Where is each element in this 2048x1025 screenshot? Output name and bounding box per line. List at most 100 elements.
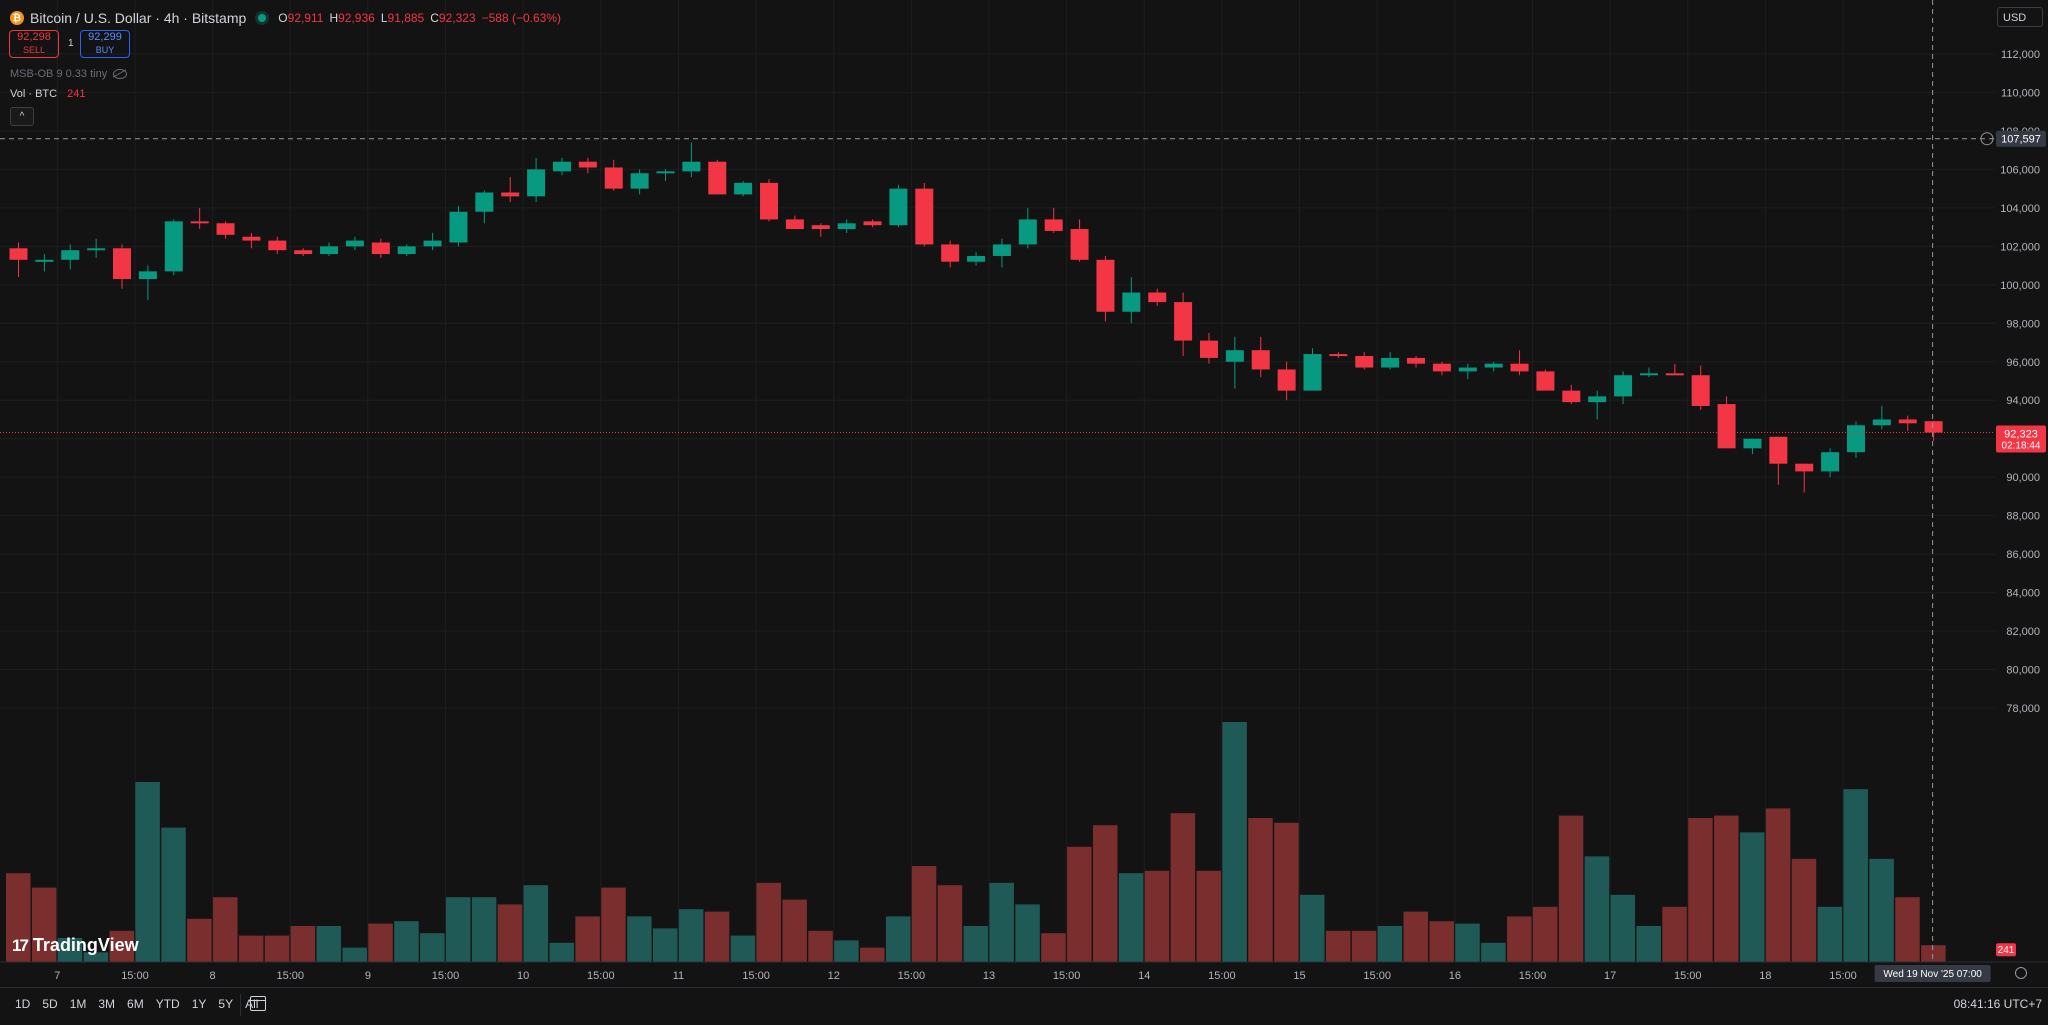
settings-icon[interactable] xyxy=(2015,967,2027,979)
candle xyxy=(1148,292,1167,303)
date-range-buttons: 1D 5D 1M 3M 6M YTD 1Y 5Y All xyxy=(15,997,258,1011)
volume-bar xyxy=(1532,906,1558,962)
time-tick-label: 10 xyxy=(517,970,529,982)
range-button-5y[interactable]: 5Y xyxy=(218,997,234,1011)
eye-off-icon[interactable] xyxy=(113,69,128,79)
volume-bar xyxy=(342,947,367,962)
candle xyxy=(1303,354,1322,391)
candle xyxy=(1484,363,1503,368)
crosshair-time-label: Wed 19 Nov '25 07:00 xyxy=(1883,969,1982,980)
candle xyxy=(604,167,623,189)
symbol-title[interactable]: Bitcoin / U.S. Dollar · 4h · Bitstamp xyxy=(30,10,247,26)
time-tick-label: 15:00 xyxy=(121,970,149,982)
volume-bar xyxy=(1765,808,1791,962)
candle xyxy=(1562,390,1581,403)
volume-bar xyxy=(1351,930,1377,962)
sell-button[interactable]: 92,298 SELL xyxy=(9,30,59,58)
candle xyxy=(630,173,649,189)
volume-bar xyxy=(1222,722,1247,962)
price-tick-label: 100,000 xyxy=(2000,280,2040,292)
countdown-label: 02:18:44 xyxy=(2002,440,2041,451)
volume-bar xyxy=(1584,856,1610,962)
candle xyxy=(941,244,960,262)
tradingview-logo: 17 TradingView xyxy=(12,935,139,955)
time-tick-label: 15:00 xyxy=(742,970,770,982)
range-button-5d[interactable]: 5D xyxy=(42,997,58,1011)
volume-bar xyxy=(31,887,57,962)
price-tick-label: 90,000 xyxy=(2006,472,2040,484)
volume-bar xyxy=(1067,846,1092,962)
time-tick-label: 17 xyxy=(1604,970,1616,982)
candle xyxy=(242,236,261,241)
chevron-up-icon[interactable]: ^ xyxy=(10,107,34,126)
candle xyxy=(1872,419,1891,426)
candle xyxy=(320,246,339,255)
volume-bar xyxy=(83,952,109,962)
volume-bar xyxy=(1662,906,1687,962)
price-tick-label: 104,000 xyxy=(2000,203,2040,215)
ohlc-values: O92,911 H92,936 L91,885 C92,323 −588 (−0… xyxy=(278,11,561,25)
bottom-toolbar: 1D 5D 1M 3M 6M YTD 1Y 5Y All 08:41:16 UTC+7 xyxy=(0,987,2048,1022)
candle xyxy=(1769,436,1788,464)
range-button-6m[interactable]: 6M xyxy=(127,997,144,1011)
candle xyxy=(1381,357,1400,368)
volume-bar xyxy=(109,930,135,962)
clock[interactable]: 08:41:16 UTC+7 xyxy=(1953,997,2042,1011)
buy-button[interactable]: 92,299 BUY xyxy=(80,30,130,58)
candle xyxy=(1743,438,1762,449)
time-tick-label: 11 xyxy=(673,970,684,982)
price-change: −588 (−0.63%) xyxy=(481,11,561,25)
price-chart[interactable]: 78,000 80,000 82,000 84,000 86,000 88,000 90,0… xyxy=(0,0,2048,987)
candle xyxy=(9,248,28,260)
candle xyxy=(268,240,287,251)
candle xyxy=(863,221,882,226)
volume-bar xyxy=(1144,870,1170,962)
currency-selector[interactable]: USD xyxy=(1997,7,2043,27)
volume-bar xyxy=(756,882,782,962)
indicator-msb-ob[interactable]: MSB-OB 9 0.33 tiny xyxy=(10,68,128,80)
candle xyxy=(1588,396,1607,403)
candle xyxy=(1225,350,1244,362)
candle xyxy=(1795,463,1814,472)
volume-bar xyxy=(497,904,523,962)
volume-bar xyxy=(937,885,963,962)
candle xyxy=(811,225,830,230)
candle xyxy=(1199,340,1218,358)
candle xyxy=(760,182,779,220)
volume-bar xyxy=(860,947,885,962)
range-button-1y[interactable]: 1Y xyxy=(191,997,207,1011)
range-button-1m[interactable]: 1M xyxy=(69,997,87,1011)
time-tick-label: 12 xyxy=(828,970,840,982)
volume-bar xyxy=(264,935,290,962)
candle xyxy=(1355,355,1374,368)
range-button-ytd[interactable]: YTD xyxy=(155,997,180,1011)
price-tick-label: 102,000 xyxy=(2000,241,2040,253)
toolbar-divider xyxy=(240,994,241,1016)
time-tick-label: 15:00 xyxy=(1208,970,1236,982)
last-price-badge xyxy=(1996,425,2046,453)
range-button-1d[interactable]: 1D xyxy=(15,997,31,1011)
price-tick-label: 112,000 xyxy=(2001,49,2040,61)
candle xyxy=(527,169,546,197)
volume-bar xyxy=(1377,926,1403,962)
last-price-label: 92,323 xyxy=(2004,428,2038,440)
volume-bar xyxy=(885,916,911,962)
volume-bar xyxy=(187,918,212,962)
candle xyxy=(87,248,106,251)
price-tick-label: 88,000 xyxy=(2006,511,2040,523)
range-button-3m[interactable]: 3M xyxy=(98,997,116,1011)
volume-bar xyxy=(1481,942,1506,962)
volume-bar xyxy=(445,897,471,962)
volume-bar xyxy=(1507,916,1532,962)
volume-bar xyxy=(1843,789,1868,962)
candle xyxy=(501,192,520,197)
candle xyxy=(1251,350,1270,370)
time-tick-label: 7 xyxy=(54,970,60,982)
calendar-icon[interactable] xyxy=(250,996,266,1011)
indicator-volume[interactable]: Vol · BTC 241 xyxy=(10,88,86,100)
volume-bar xyxy=(808,930,833,962)
volume-value-badge xyxy=(1996,943,2016,957)
candle xyxy=(61,250,80,260)
candle xyxy=(1018,219,1037,245)
volume-bar xyxy=(238,935,264,962)
